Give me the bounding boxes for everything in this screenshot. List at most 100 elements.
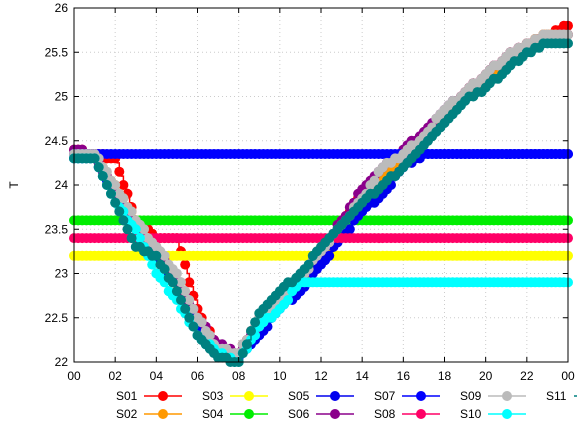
x-tick-label: 14 — [355, 369, 369, 383]
y-tick-label: 24.5 — [45, 134, 69, 148]
x-tick-label: 20 — [479, 369, 493, 383]
legend-label: S10 — [460, 407, 482, 421]
y-tick-label: 23 — [55, 267, 69, 281]
data-point — [176, 277, 186, 288]
data-point — [118, 215, 129, 226]
data-point — [118, 193, 129, 204]
y-tick-label: 22.5 — [45, 311, 69, 325]
legend-item: S03 — [202, 389, 268, 403]
series-S07 — [69, 149, 573, 159]
y-tick-label: 23.5 — [45, 222, 69, 236]
data-point — [184, 312, 195, 323]
data-point — [344, 224, 355, 235]
data-point — [237, 348, 248, 359]
legend-swatch-marker — [416, 391, 426, 401]
data-point — [110, 180, 121, 190]
data-point — [204, 330, 215, 341]
legend-item: S08 — [374, 407, 440, 421]
x-tick-label: 00 — [561, 369, 575, 383]
legend: S01 S02 S03 S04 S05 S06 S07 S08 S09 S10 S11 — [116, 389, 577, 421]
data-point — [110, 197, 121, 208]
series-S11 — [69, 38, 573, 367]
data-point — [126, 233, 137, 244]
data-point — [139, 224, 149, 235]
legend-item: S05 — [288, 389, 354, 403]
ticks: 00 02 04 06 08 10 12 14 16 18 20 22 002222.52323.524… — [45, 1, 575, 383]
y-tick-label: 24 — [55, 178, 69, 192]
data-point — [122, 224, 133, 235]
data-point — [283, 295, 294, 305]
y-tick-label: 25.5 — [45, 45, 69, 59]
data-point — [118, 180, 129, 190]
legend-swatch-marker — [244, 409, 254, 419]
x-tick-label: 18 — [438, 369, 452, 383]
legend-label: S01 — [116, 389, 138, 403]
legend-label: S05 — [288, 389, 310, 403]
legend-item: S11 — [546, 389, 577, 403]
legend-label: S03 — [202, 389, 224, 403]
legend-item: S04 — [202, 407, 268, 421]
x-tick-label: 12 — [314, 369, 328, 383]
y-tick-label: 25 — [55, 90, 69, 104]
data-point — [167, 277, 178, 288]
data-point — [369, 175, 380, 186]
legend-swatch-marker — [158, 391, 168, 401]
data-point — [184, 277, 195, 288]
data-point — [184, 295, 195, 305]
data-point — [188, 303, 199, 314]
data-point — [130, 224, 141, 235]
x-tick-label: 08 — [232, 369, 246, 383]
data-point — [101, 180, 112, 190]
data-point — [324, 250, 335, 261]
data-point — [188, 321, 199, 332]
data-point — [246, 326, 256, 336]
data-point — [114, 206, 125, 217]
legend-label: S04 — [202, 407, 224, 421]
data-point — [159, 250, 170, 261]
legend-label: S09 — [460, 389, 482, 403]
y-tick-label: 26 — [55, 1, 69, 15]
data-point — [250, 317, 261, 328]
legend-item: S10 — [460, 407, 526, 421]
legend-swatch-marker — [158, 409, 168, 419]
data-point — [147, 259, 158, 270]
legend-swatch-marker — [502, 409, 512, 419]
legend-swatch-marker — [416, 409, 426, 419]
legend-label: S02 — [116, 407, 138, 421]
x-tick-label: 16 — [397, 369, 411, 383]
x-tick-label: 02 — [108, 369, 122, 383]
data-point — [89, 153, 100, 164]
y-tick-label: 22 — [55, 355, 69, 369]
legend-label: S06 — [288, 407, 310, 421]
x-tick-label: 00 — [67, 369, 81, 383]
legend-swatch-marker — [330, 391, 340, 401]
series-S04 — [69, 215, 573, 226]
legend-swatch-marker — [330, 409, 340, 419]
data-point — [303, 259, 314, 270]
data-point — [159, 264, 170, 275]
y-axis-title: T — [7, 181, 21, 189]
data-point — [196, 317, 207, 328]
legend-label: S07 — [374, 389, 396, 403]
data-point — [151, 250, 162, 261]
data-point — [180, 303, 191, 314]
data-point — [134, 233, 145, 244]
legend-item: S01 — [116, 389, 182, 403]
data-point — [114, 166, 125, 177]
legend-swatch-marker — [244, 391, 254, 401]
data-point — [126, 206, 137, 217]
data-point — [180, 259, 191, 270]
x-tick-label: 06 — [191, 369, 205, 383]
series-S08 — [69, 233, 573, 244]
legend-item: S07 — [374, 389, 440, 403]
x-tick-label: 04 — [150, 369, 164, 383]
legend-label: S08 — [374, 407, 396, 421]
data-point — [180, 286, 191, 297]
data-point — [93, 162, 104, 173]
legend-swatch-marker — [502, 391, 512, 401]
series-group — [69, 20, 573, 367]
legend-item: S02 — [116, 407, 182, 421]
x-tick-label: 10 — [273, 369, 287, 383]
legend-item: S06 — [288, 407, 354, 421]
